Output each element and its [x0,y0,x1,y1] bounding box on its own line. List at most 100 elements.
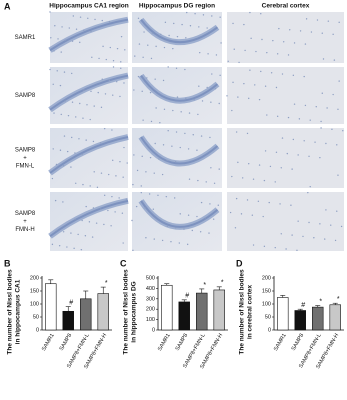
cell-dot [70,166,72,168]
cell-dot [171,145,173,147]
cell-dot [241,177,244,179]
cell-dot [176,35,179,38]
cell-dot [51,243,54,246]
y-axis-label: The number of Nissl bodies [123,269,130,355]
panel-label: D [236,258,243,268]
cell-dot [304,104,307,107]
cell-dot [153,172,155,174]
cell-dot [147,44,149,46]
row-label: + [23,219,27,225]
cell-dot [119,161,121,163]
cell-dot [173,22,175,25]
column-header: Cerebral cortex [262,3,310,10]
bar [80,298,92,331]
cell-dot [74,152,76,154]
cell-dot [123,146,125,149]
cell-dot [212,218,215,220]
cell-dot [186,11,188,14]
cell-dot [61,26,63,28]
cell-dot [54,199,57,202]
cell-dot [338,21,340,24]
y-tick-label: 0 [268,327,271,333]
cell-dot [281,73,284,75]
cell-dot [152,208,155,210]
cell-dot [272,39,274,42]
cell-dot [194,13,196,15]
cell-dot [192,134,194,136]
bar [294,310,306,331]
cell-dot [180,111,182,113]
cell-dot [299,30,302,32]
cell-dot [336,144,338,146]
cell-dot [92,207,95,209]
significance-mark: # [185,293,189,300]
cell-dot [250,37,252,40]
cell-dot [81,219,83,222]
cell-dot [314,141,316,143]
y-tick-label: 150 [262,288,271,294]
cell-dot [334,239,337,242]
cell-dot [101,78,103,80]
cell-dot [232,81,234,84]
cell-dot [163,108,166,110]
cell-dot [103,194,106,197]
y-tick-label: 0 [152,327,155,333]
cell-dot [308,221,310,224]
cell-dot [135,205,138,208]
significance-mark: * [337,296,340,303]
micrograph [227,12,344,63]
cell-dot [204,217,206,219]
cell-dot [167,129,169,132]
cell-dot [258,98,261,101]
x-tick-label: SAMP8 [175,333,190,352]
cell-dot [49,68,51,71]
cell-dot [316,19,319,21]
cell-dot [167,66,169,68]
cell-dot [287,54,290,56]
cell-dot [200,135,203,137]
cell-dot [57,38,59,40]
cell-dot [71,72,73,75]
cell-dot [126,162,128,164]
significance-mark: # [69,299,73,306]
cell-dot [137,17,140,20]
cell-dot [68,27,70,29]
cell-dot [72,15,75,17]
cell-dot [133,154,135,156]
cell-dot [174,161,177,163]
y-tick-label: 50 [33,314,39,320]
cell-dot [185,97,187,100]
cell-dot [144,207,146,209]
cell-dot [75,28,78,30]
cell-dot [64,100,66,102]
cell-dot [85,205,87,208]
cell-dot [332,33,334,36]
x-tick-label: SAMR1 [157,333,172,352]
cell-dot [196,215,198,218]
y-tick-label: 200 [262,275,271,281]
bar [97,293,109,331]
cell-dot [209,136,211,139]
cell-dot [52,83,54,85]
cell-dot [134,55,136,57]
cell-dot [327,20,330,22]
cell-dot [263,179,266,182]
cell-dot [74,218,76,220]
cell-dot [132,249,134,252]
cell-dot [94,18,96,21]
row-label: SAMP8 [15,148,36,154]
y-tick-label: 100 [146,317,155,323]
cell-dot [125,198,128,200]
cell-dot [79,16,82,18]
cell-dot [84,235,87,237]
significance-mark: * [105,280,108,287]
cell-dot [79,41,81,44]
cell-dot [266,114,268,116]
cell-dot [66,150,69,153]
y-tick-label: 200 [146,307,155,313]
cell-dot [206,27,208,29]
cell-dot [83,29,85,32]
y-tick-label: 200 [30,275,39,281]
cell-dot [116,81,118,83]
cell-dot [54,25,56,27]
